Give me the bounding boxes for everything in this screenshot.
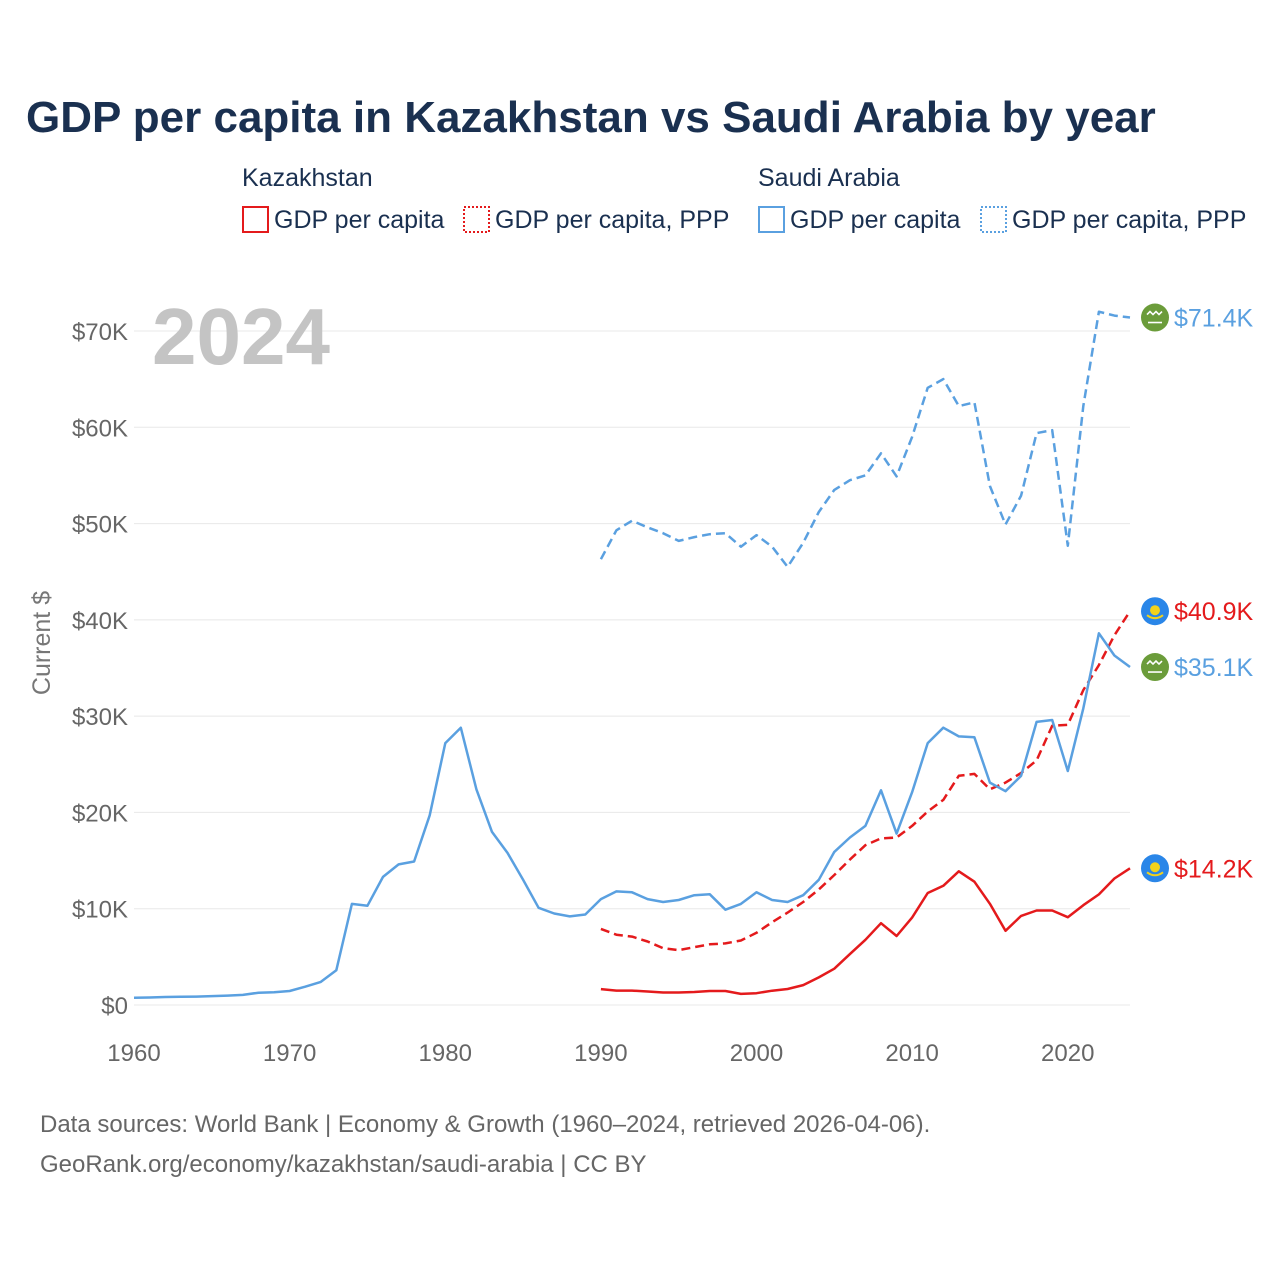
legend: Kazakhstan GDP per capita GDP per capita, … bbox=[242, 164, 1246, 234]
legend-swatch-1-0 bbox=[758, 206, 785, 233]
y-tick-label: $10K bbox=[72, 897, 128, 924]
y-tick-label: $60K bbox=[72, 415, 128, 442]
x-tick-label: 1970 bbox=[263, 1040, 316, 1067]
end-value-label-3: $14.2K bbox=[1174, 855, 1254, 883]
legend-swatch-0-0 bbox=[242, 206, 269, 233]
x-tick-label: 1960 bbox=[107, 1040, 160, 1067]
legend-label-1-1: GDP per capita, PPP bbox=[1012, 206, 1246, 234]
y-tick-label: $70K bbox=[72, 319, 128, 346]
legend-label-1-0: GDP per capita bbox=[790, 206, 961, 234]
y-tick-label: $0 bbox=[101, 993, 128, 1020]
gridlines bbox=[134, 330, 1130, 1006]
end-value-label-1: $40.9K bbox=[1174, 598, 1254, 626]
legend-swatch-1-1 bbox=[980, 206, 1007, 233]
series-line-2 bbox=[133, 632, 1131, 1000]
year-watermark: 2024 bbox=[152, 292, 330, 381]
y-axis-ticks: $0 $10K $20K $30K $40K $50K $60K $70K bbox=[72, 319, 128, 1020]
series-lines bbox=[133, 310, 1132, 1000]
y-tick-label: $50K bbox=[72, 512, 128, 539]
x-tick-label: 2010 bbox=[885, 1040, 938, 1067]
source-line-2: GeoRank.org/economy/kazakhstan/saudi-ara… bbox=[40, 1151, 647, 1178]
end-labels: $71.4K $40.9K $35.1K $14.2K bbox=[1141, 303, 1254, 883]
end-value-label-2: $35.1K bbox=[1174, 654, 1254, 682]
series-line-1 bbox=[600, 610, 1132, 952]
legend-swatch-0-1 bbox=[463, 206, 490, 233]
y-tick-label: $40K bbox=[72, 608, 128, 635]
saudi-arabia-flag-icon bbox=[1141, 653, 1169, 682]
chart-title: GDP per capita in Kazakhstan vs Saudi Ar… bbox=[26, 93, 1156, 142]
kazakhstan-flag-icon bbox=[1141, 597, 1169, 626]
kazakhstan-flag-icon bbox=[1141, 854, 1169, 883]
series-line-3 bbox=[600, 867, 1131, 996]
legend-group-1: Saudi Arabia bbox=[758, 164, 900, 192]
y-axis-label: Current $ bbox=[28, 591, 56, 695]
end-value-label-0: $71.4K bbox=[1174, 305, 1254, 333]
series-line-0 bbox=[599, 310, 1131, 569]
y-tick-label: $30K bbox=[72, 704, 128, 731]
x-tick-label: 2020 bbox=[1041, 1040, 1094, 1067]
x-tick-label: 1990 bbox=[574, 1040, 627, 1067]
legend-group-0: Kazakhstan bbox=[242, 164, 373, 192]
x-axis-ticks: 1960 1970 1980 1990 2000 2010 2020 bbox=[107, 1040, 1094, 1067]
x-tick-label: 2000 bbox=[730, 1040, 783, 1067]
source-line-1: Data sources: World Bank | Economy & Gro… bbox=[40, 1111, 930, 1138]
y-tick-label: $20K bbox=[72, 800, 128, 827]
legend-label-0-1: GDP per capita, PPP bbox=[495, 206, 729, 234]
x-tick-label: 1980 bbox=[419, 1040, 472, 1067]
saudi-arabia-flag-icon bbox=[1141, 303, 1169, 332]
legend-label-0-0: GDP per capita bbox=[274, 206, 445, 234]
